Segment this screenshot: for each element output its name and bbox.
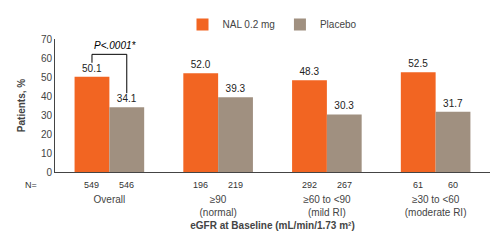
svg-text:NAL 0.2 mg: NAL 0.2 mg (223, 19, 275, 30)
svg-text:196: 196 (193, 180, 208, 190)
svg-text:39.3: 39.3 (226, 83, 246, 94)
svg-text:52.0: 52.0 (191, 59, 211, 70)
svg-text:≥90(normal): ≥90(normal) (200, 194, 237, 218)
svg-text:Placebo: Placebo (320, 19, 357, 30)
svg-text:52.5: 52.5 (408, 58, 428, 69)
svg-text:30.3: 30.3 (334, 100, 354, 111)
svg-text:eGFR at Baseline (mL/min/1.73: eGFR at Baseline (mL/min/1.73 m²) (190, 220, 355, 231)
svg-text:546: 546 (119, 180, 134, 190)
svg-text:50.1: 50.1 (82, 63, 102, 74)
svg-text:40: 40 (41, 91, 53, 102)
svg-text:48.3: 48.3 (300, 66, 320, 77)
svg-text:267: 267 (337, 180, 352, 190)
svg-text:Patients, %: Patients, % (16, 79, 27, 132)
svg-text:60: 60 (41, 53, 53, 64)
svg-text:0: 0 (46, 167, 52, 178)
svg-text:10: 10 (41, 148, 53, 159)
svg-text:61: 61 (413, 180, 423, 190)
svg-text:≥30 to <60(moderate RI): ≥30 to <60(moderate RI) (405, 194, 467, 218)
svg-text:20: 20 (41, 129, 53, 140)
svg-text:219: 219 (228, 180, 243, 190)
svg-text:34.1: 34.1 (117, 93, 137, 104)
svg-text:292: 292 (302, 180, 317, 190)
svg-text:Overall: Overall (94, 194, 126, 205)
svg-text:P<.0001*: P<.0001* (94, 40, 137, 51)
svg-text:31.7: 31.7 (443, 98, 463, 109)
svg-text:60: 60 (448, 180, 458, 190)
svg-text:70: 70 (41, 34, 53, 45)
svg-text:50: 50 (41, 72, 53, 83)
svg-text:≥60 to <90(mild RI): ≥60 to <90(mild RI) (303, 194, 351, 218)
svg-text:30: 30 (41, 110, 53, 121)
svg-text:N=: N= (25, 180, 37, 190)
svg-text:549: 549 (84, 180, 99, 190)
